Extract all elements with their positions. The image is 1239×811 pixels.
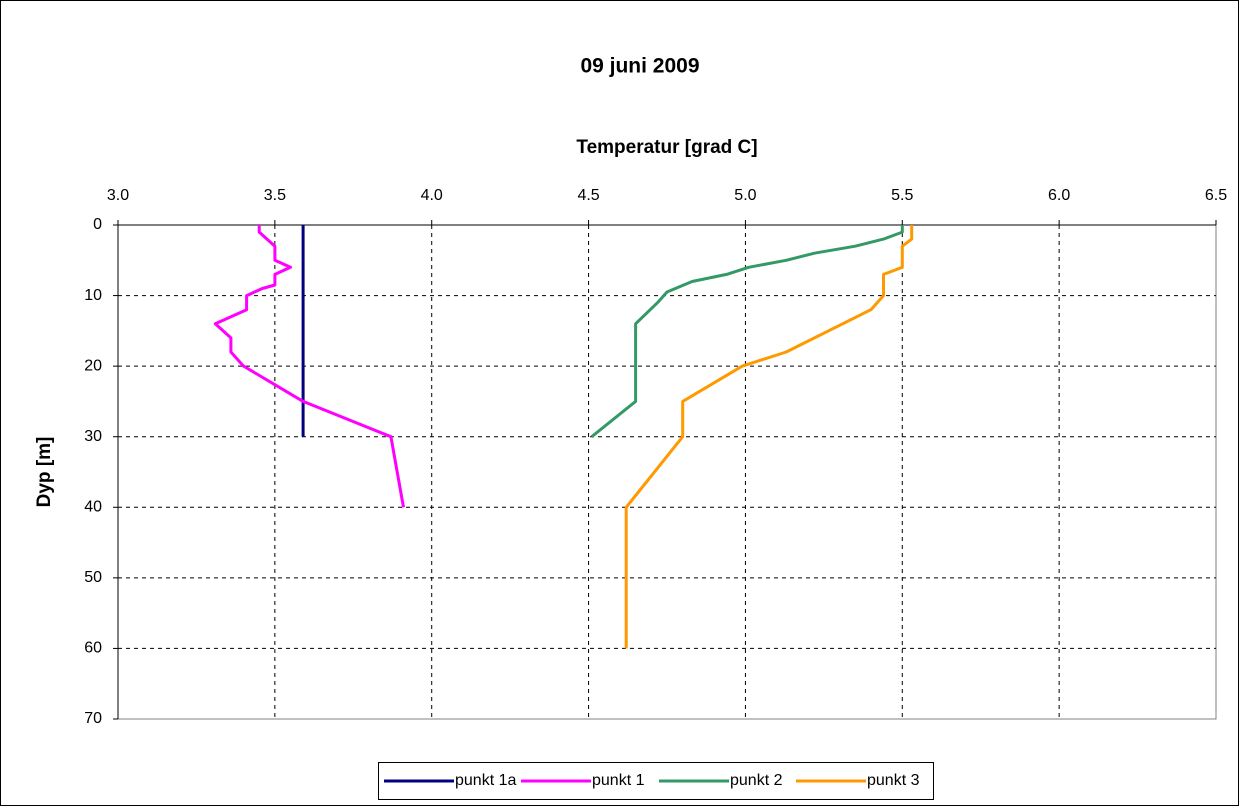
y-tick-label: 20: [84, 357, 102, 374]
y-axis-title: Dyp [m]: [34, 437, 55, 508]
legend-label: punkt 1: [592, 772, 645, 789]
x-tick-label: 3.0: [107, 187, 129, 204]
legend: punkt 1a punkt 1 punkt 2 punkt 3: [378, 762, 934, 800]
x-tick-label: 5.5: [891, 187, 913, 204]
legend-label: punkt 2: [730, 772, 783, 789]
legend-label: punkt 1a: [455, 772, 516, 789]
y-tick-label: 70: [84, 710, 102, 727]
x-tick-label: 3.5: [264, 187, 286, 204]
y-tick-label: 60: [84, 640, 102, 657]
y-tick-label: 40: [84, 499, 102, 516]
series-line: [213, 225, 405, 508]
x-tick-label: 5.0: [734, 187, 756, 204]
y-tick-label: 0: [93, 216, 102, 233]
chart-title: 09 juni 2009: [580, 55, 699, 78]
x-tick-label: 6.0: [1048, 187, 1070, 204]
y-tick-label: 30: [84, 428, 102, 445]
y-tick-label: 50: [84, 569, 102, 586]
series-line: [624, 225, 914, 649]
plot-area: [117, 224, 1217, 720]
series-line: [590, 225, 904, 438]
x-axis-title: Temperatur [grad C]: [576, 137, 757, 158]
x-tick-label: 4.0: [421, 187, 443, 204]
y-tick-label: 10: [84, 287, 102, 304]
legend-label: punkt 3: [867, 772, 920, 789]
x-tick-label: 4.5: [577, 187, 599, 204]
x-tick-label: 6.5: [1205, 187, 1227, 204]
